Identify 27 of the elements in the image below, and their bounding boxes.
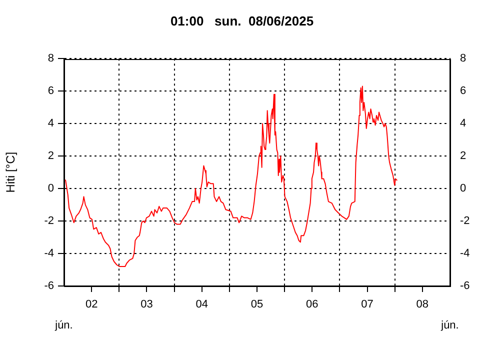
y2-tick-label: 8: [460, 52, 466, 65]
y2-tick-label: 2: [460, 150, 466, 162]
y-tick-label: -4: [44, 248, 54, 260]
x-tick-label: 05: [250, 298, 264, 311]
y2-tick-label: 6: [460, 85, 466, 98]
y-tick-label: 6: [48, 85, 54, 98]
y2-tick-label: -6: [460, 280, 470, 292]
chart-title: 01:00 sun. 08/06/2025: [170, 13, 314, 28]
x-tick-label: 02: [85, 298, 98, 311]
text: jún.: [440, 320, 459, 332]
y-tick-label: -2: [44, 215, 54, 228]
y-tick-label: 4: [48, 118, 54, 130]
y-tick-label: 8: [48, 52, 54, 65]
y-tick-label: 0: [48, 182, 54, 195]
y2-tick-label: 4: [460, 118, 466, 130]
x-tick-label: 04: [196, 298, 208, 311]
y-tick-label: -6: [44, 280, 54, 292]
x-tick-label: 07: [361, 298, 374, 311]
y2-tick-label: -2: [460, 215, 470, 228]
y2-tick-label: 0: [460, 182, 466, 195]
y-tick-label: 2: [48, 150, 54, 162]
y2-tick-label: -4: [460, 248, 470, 260]
text: jún.: [54, 320, 73, 332]
x-tick-label: 08: [416, 298, 429, 311]
x-tick-label: 03: [140, 298, 153, 311]
y-axis-title: Hiti [°C]: [4, 152, 18, 193]
x-tick-label: 06: [306, 298, 318, 311]
